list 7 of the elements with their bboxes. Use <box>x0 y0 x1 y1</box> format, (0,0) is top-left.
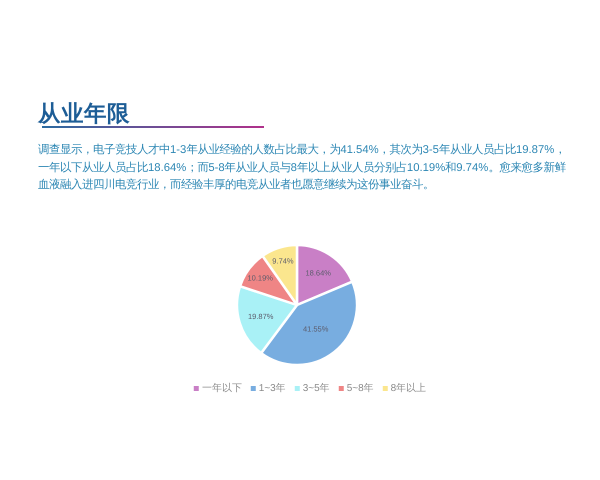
legend-label: 一年以下 <box>202 382 242 395</box>
legend-label: 1~3年 <box>258 382 286 395</box>
chart-subtitle: 调查显示，电子竞技人才中1-3年从业经验的人数占比最大，为41.54%，其次为3-5年从业人员占比19.87%，一年以下从业人员占比18.64%；而5-8年从业人员与8年以上从业人员分别占10.19%和9.74%。愈来愈多新鲜血液融入进四川电竞行业，而经验丰厚的电竞从业者也愿意继续为这份事业奋斗。 <box>38 142 567 193</box>
legend-label: 8年以上 <box>390 382 426 395</box>
legend-label: 5~8年 <box>346 382 374 395</box>
chart-title: 从业年限 <box>38 100 130 128</box>
legend-label: 3~5年 <box>302 382 330 395</box>
